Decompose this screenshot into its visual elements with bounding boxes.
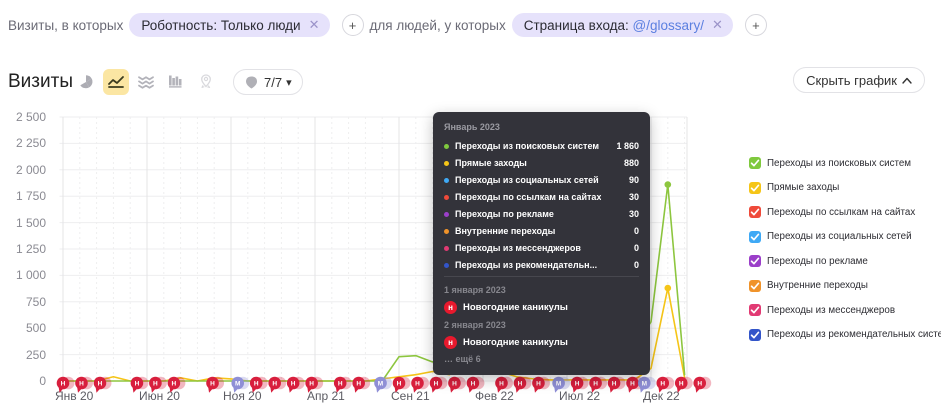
svg-text:H: H bbox=[172, 380, 177, 387]
svg-text:H: H bbox=[98, 380, 103, 387]
svg-text:H: H bbox=[61, 380, 66, 387]
svg-text:H: H bbox=[575, 380, 580, 387]
svg-text:H: H bbox=[612, 380, 617, 387]
svg-text:H: H bbox=[679, 380, 684, 387]
svg-text:H: H bbox=[397, 380, 402, 387]
svg-text:H: H bbox=[518, 380, 523, 387]
svg-text:H: H bbox=[272, 380, 277, 387]
svg-text:H: H bbox=[660, 380, 665, 387]
svg-text:H: H bbox=[499, 380, 504, 387]
svg-text:H: H bbox=[309, 380, 314, 387]
svg-text:H: H bbox=[593, 380, 598, 387]
svg-text:H: H bbox=[630, 380, 635, 387]
svg-text:H: H bbox=[415, 380, 420, 387]
svg-text:H: H bbox=[697, 380, 702, 387]
svg-text:H: H bbox=[338, 380, 343, 387]
svg-text:H: H bbox=[210, 380, 215, 387]
svg-text:M: M bbox=[378, 380, 383, 387]
svg-text:H: H bbox=[471, 380, 476, 387]
svg-text:H: H bbox=[291, 380, 296, 387]
svg-text:H: H bbox=[153, 380, 158, 387]
svg-text:M: M bbox=[642, 380, 647, 387]
svg-text:H: H bbox=[254, 380, 259, 387]
svg-text:H: H bbox=[434, 380, 439, 387]
svg-text:M: M bbox=[556, 380, 561, 387]
svg-text:H: H bbox=[536, 380, 541, 387]
svg-text:H: H bbox=[135, 380, 140, 387]
svg-text:H: H bbox=[452, 380, 457, 387]
svg-text:M: M bbox=[235, 380, 240, 387]
svg-text:H: H bbox=[79, 380, 84, 387]
svg-text:H: H bbox=[356, 380, 361, 387]
